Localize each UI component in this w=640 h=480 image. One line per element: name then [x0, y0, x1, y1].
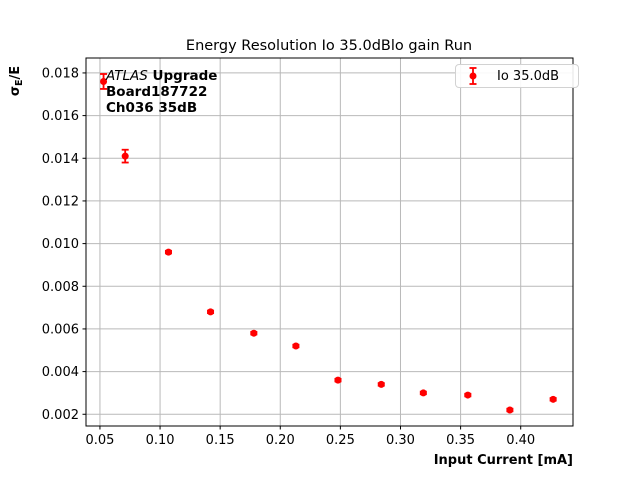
data-marker: [121, 152, 129, 160]
data-point: [121, 148, 129, 164]
data-marker: [549, 395, 557, 403]
plot-border: [85, 57, 574, 427]
y-axis-label-subscript: E: [14, 80, 25, 87]
data-marker: [334, 376, 342, 384]
y-tick-label: 0.008: [42, 280, 79, 295]
plot-annotation: ATLAS Upgrade Board187722 Ch036 35dB: [106, 68, 217, 116]
data-marker: [506, 406, 514, 414]
y-tick-label: 0.016: [42, 109, 79, 124]
y-axis-label: σE/E: [8, 66, 25, 96]
x-tick-label: 0.15: [206, 433, 235, 448]
annotation-atlas-text: ATLAS: [106, 68, 148, 84]
annotation-line-3: Ch036 35dB: [106, 100, 198, 116]
y-axis-ticks: 0.002 0.004 0.006 0.008 0.010 0.012 0.014 0.016…: [42, 66, 86, 423]
x-axis-label: Input Current [mA]: [434, 453, 573, 468]
y-tick-label: 0.014: [42, 152, 79, 167]
data-marker: [207, 308, 215, 316]
data-marker: [419, 389, 427, 397]
data-marker: [464, 391, 472, 399]
data-point: [377, 380, 385, 388]
y-tick-label: 0.018: [42, 66, 79, 81]
y-tick-label: 0.012: [42, 194, 79, 209]
x-tick-label: 0.05: [85, 433, 114, 448]
errorbar-marker-icon: [469, 67, 477, 85]
data-marker: [100, 77, 108, 85]
data-marker: [250, 329, 258, 337]
data-point: [419, 389, 427, 397]
y-axis-label-rest: /E: [8, 66, 23, 80]
y-tick-label: 0.010: [42, 237, 79, 252]
data-marker: [292, 342, 300, 350]
data-point: [506, 406, 514, 414]
data-marker: [377, 380, 385, 388]
x-tick-label: 0.30: [386, 433, 415, 448]
data-point: [464, 391, 472, 399]
legend-box: Io 35.0dB: [455, 64, 579, 88]
x-tick-label: 0.25: [326, 433, 355, 448]
data-point: [334, 376, 342, 384]
annotation-upgrade-text: Upgrade: [152, 68, 218, 84]
y-tick-label: 0.002: [42, 408, 79, 423]
data-marker: [164, 248, 172, 256]
data-point: [164, 248, 172, 256]
data-point: [549, 395, 557, 403]
x-axis-ticks: 0.05 0.10 0.15 0.20 0.25 0.30 0.35 0.40: [85, 426, 535, 448]
annotation-line-2: Board187722: [106, 84, 208, 100]
x-tick-label: 0.40: [506, 433, 535, 448]
data-point: [207, 308, 215, 316]
gridlines: [86, 58, 573, 426]
x-tick-label: 0.10: [146, 433, 175, 448]
chart-title: Energy Resolution Io 35.0dBlo gain Run: [186, 38, 472, 54]
data-point: [292, 342, 300, 350]
data-point: [250, 329, 258, 337]
y-axis-label-sigma: σ: [8, 86, 23, 96]
legend-label: Io 35.0dB: [497, 68, 560, 84]
series-points: [100, 73, 557, 414]
y-tick-label: 0.004: [42, 365, 79, 380]
x-tick-label: 0.20: [266, 433, 295, 448]
x-tick-label: 0.35: [446, 433, 475, 448]
data-point: [100, 73, 108, 90]
y-tick-label: 0.006: [42, 322, 79, 337]
annotation-line-1: ATLAS Upgrade: [106, 68, 217, 84]
